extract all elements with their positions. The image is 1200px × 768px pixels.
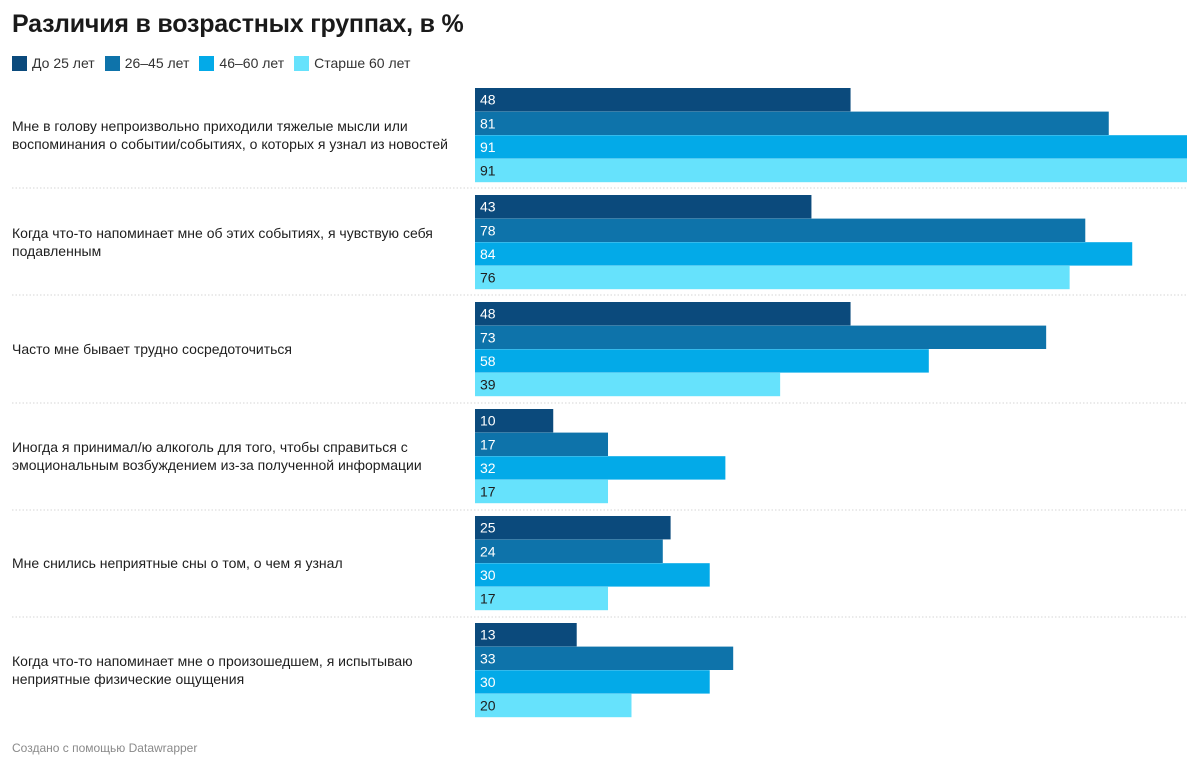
category-label: Мне в голову непроизвольно приходили тяж…	[12, 118, 448, 153]
bar	[475, 670, 710, 694]
legend-swatch-over-60	[294, 55, 310, 71]
bar-value-label: 25	[480, 520, 496, 536]
bar-value-label: 17	[480, 436, 496, 452]
category-label: Когда что-то напоминает мне о произошедш…	[12, 653, 413, 688]
bar	[475, 242, 1133, 266]
bar	[475, 563, 710, 587]
bar-value-label: 43	[480, 199, 496, 215]
bar	[475, 265, 1070, 290]
legend-item-26-45: 26–45 лет	[104, 55, 190, 71]
bar-value-label: 17	[480, 591, 496, 607]
chart-title: Различия в возрастных группах, в %	[12, 10, 464, 38]
legend-swatch-46-60	[199, 55, 215, 71]
legend-swatch-26-45	[104, 55, 120, 71]
bar-value-label: 13	[480, 627, 496, 643]
bar	[475, 539, 663, 563]
bar	[475, 409, 554, 433]
bar-value-label: 32	[480, 460, 496, 476]
bar-value-label: 81	[480, 115, 496, 131]
bar	[475, 158, 1187, 183]
legend-label-46-60: 46–60 лет	[219, 55, 285, 71]
legend-item-46-60: 46–60 лет	[199, 55, 284, 71]
category-label: Мне снились неприятные сны о том, о чем …	[12, 555, 343, 572]
bar-value-label: 91	[480, 163, 496, 179]
legend-swatch-under-25	[12, 55, 27, 71]
legend-item-over-60: Старше 60 лет	[294, 55, 410, 71]
bar-value-label: 58	[480, 353, 496, 369]
bar-value-label: 48	[480, 92, 496, 108]
bar	[475, 88, 851, 112]
bar	[475, 349, 929, 373]
bar	[475, 516, 671, 540]
bar	[475, 479, 609, 504]
bar-value-label: 76	[480, 270, 496, 286]
bar-value-label: 30	[480, 567, 496, 583]
bar-value-label: 10	[480, 413, 496, 429]
bar-value-label: 33	[480, 650, 496, 666]
legend-label-under-25: До 25 лет	[32, 55, 95, 71]
legend-item-under-25: До 25 лет	[12, 55, 95, 71]
category-label: Иногда я принимал/ю алкоголь для того, ч…	[12, 439, 422, 474]
bar-value-label: 39	[480, 377, 496, 393]
bar-value-label: 84	[480, 246, 496, 262]
bar	[475, 693, 632, 718]
bar	[475, 432, 609, 456]
legend-label-over-60: Старше 60 лет	[314, 55, 411, 71]
bar	[475, 586, 609, 611]
bar-value-label: 30	[480, 674, 496, 690]
bar	[475, 372, 781, 397]
bar-value-label: 17	[480, 484, 496, 500]
bar	[475, 623, 577, 647]
bar	[475, 218, 1086, 242]
bar	[475, 646, 734, 670]
bar	[475, 302, 851, 326]
bar-value-label: 91	[480, 139, 496, 155]
bar	[475, 111, 1109, 135]
legend: До 25 лет 26–45 лет 46–60 лет Старше 60 …	[12, 55, 420, 71]
bar	[475, 195, 812, 219]
bar-value-label: 20	[480, 698, 496, 714]
category-label: Часто мне бывает трудно сосредоточиться	[12, 341, 292, 358]
bar-value-label: 48	[480, 306, 496, 322]
bar-value-label: 24	[480, 543, 496, 559]
bar	[475, 325, 1047, 349]
legend-label-26-45: 26–45 лет	[124, 55, 190, 71]
bar	[475, 135, 1187, 159]
bar-value-label: 73	[480, 329, 496, 345]
bar	[475, 456, 726, 480]
footer-credit: Создано с помощью Datawrapper	[12, 741, 198, 755]
category-label: Когда что-то напоминает мне об этих собы…	[12, 225, 433, 260]
bar-value-label: 78	[480, 222, 496, 238]
